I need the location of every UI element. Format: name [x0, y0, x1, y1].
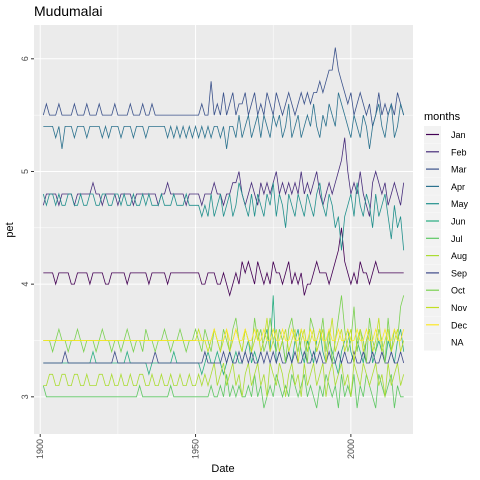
series-lines	[42, 47, 405, 409]
legend-label: Dec	[451, 320, 468, 330]
y-tick-label: 5	[20, 169, 30, 174]
chart-title: Mudumalai	[34, 3, 102, 19]
legend-label: May	[451, 199, 469, 209]
plot-panel	[34, 25, 413, 434]
legend-label: Nov	[451, 303, 468, 313]
legend-key-bg	[424, 333, 441, 351]
x-tick-label: 1950	[191, 439, 201, 459]
legend-items: Jan Feb Mar Apr May Jun Jul Aug Sep Oct Nov Dec NA	[424, 126, 469, 351]
y-axis-title: pet	[4, 222, 16, 237]
legend-title: months	[424, 111, 461, 123]
x-tick-label: 1900	[35, 439, 45, 459]
legend-label: Feb	[451, 147, 467, 157]
series-line-feb	[42, 137, 405, 217]
series-line-dec	[43, 327, 405, 341]
legend-label: Jul	[451, 234, 463, 244]
series-line-oct	[43, 295, 405, 364]
legend-label: Aug	[451, 251, 467, 261]
legend-label: Mar	[451, 165, 467, 175]
legend-label: Oct	[451, 286, 466, 296]
series-line-jan	[43, 227, 404, 297]
y-tick-label: 6	[20, 56, 30, 61]
x-axis-ticks: 1900 1950 2000	[35, 434, 356, 459]
series-line-jul	[42, 374, 404, 409]
legend-label: NA	[451, 338, 464, 348]
series-line-mar	[42, 47, 405, 127]
series-line-apr	[43, 92, 405, 149]
series-line-may	[42, 182, 405, 251]
y-axis-ticks: 3 4 5 6	[20, 56, 34, 399]
series-line-aug	[43, 362, 405, 397]
series-line-sep	[43, 350, 405, 365]
x-axis-title: Date	[211, 463, 234, 475]
x-tick-label: 2000	[346, 439, 356, 459]
y-tick-label: 4	[20, 282, 30, 287]
legend-label: Jun	[451, 217, 466, 227]
legend-label: Apr	[451, 182, 465, 192]
legend: months Jan Feb Mar Apr May Jun Jul Aug Sep Oct Nov…	[424, 111, 469, 351]
legend-label: Sep	[451, 268, 467, 278]
legend-label: Jan	[451, 130, 466, 140]
y-tick-label: 3	[20, 394, 30, 399]
